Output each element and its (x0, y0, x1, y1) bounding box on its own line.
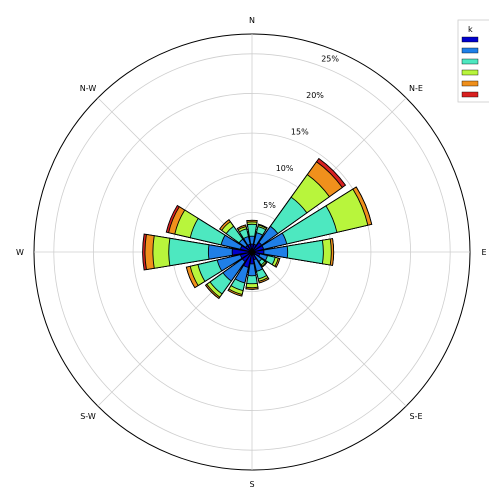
axis-labels: N N-E E S-E S S-W W N-W 5% 10% 15% 20% 25% (16, 16, 486, 489)
direction-label-s-w: S-W (80, 412, 96, 421)
legend-swatch (461, 47, 479, 54)
wedge-w-bin-2 (207, 244, 253, 260)
wedge-n-w-bin-1 (244, 244, 253, 253)
legend-swatch (461, 58, 479, 65)
wedge-sse-bin-1 (251, 251, 257, 261)
legend-items (461, 36, 479, 98)
direction-label-n-e: N-E (409, 84, 423, 93)
direction-label-s: S (249, 480, 254, 489)
wind-rose-bars (142, 157, 373, 300)
direction-label-s-e: S-E (409, 412, 422, 421)
legend-swatch (461, 36, 479, 43)
legend-title: k (468, 25, 473, 34)
legend-swatch (461, 80, 479, 87)
wedge-w-bin-1 (231, 248, 253, 256)
wedge-e-bin-2 (251, 245, 289, 259)
direction-label-n: N (249, 16, 255, 25)
ring-label: 15% (291, 128, 309, 137)
wedge-s-bin-1 (249, 251, 255, 265)
wedge-ene-bin-1 (251, 245, 265, 253)
grid-spoke (251, 251, 407, 407)
wedge-n-bin-1 (250, 243, 254, 253)
wedge-s-w-bin-1 (241, 251, 253, 263)
direction-label-n-w: N-W (80, 84, 97, 93)
direction-label-e: E (481, 248, 486, 257)
direction-label-w: W (16, 248, 24, 257)
wedge-e-bin-1 (251, 249, 265, 255)
wedge-nnw-bin-1 (247, 243, 253, 253)
ring-label: 20% (306, 91, 324, 100)
wedge-wsw-bin-1 (239, 251, 253, 259)
ring-label: 5% (263, 201, 276, 210)
wedge-n-e-bin-1 (251, 241, 263, 253)
legend-swatch (461, 91, 479, 98)
legend: k (457, 19, 489, 103)
ring-label: 10% (276, 164, 294, 173)
legend-swatch (461, 69, 479, 76)
ring-label: 25% (321, 54, 339, 63)
wedge-ssw-bin-1 (242, 251, 253, 268)
